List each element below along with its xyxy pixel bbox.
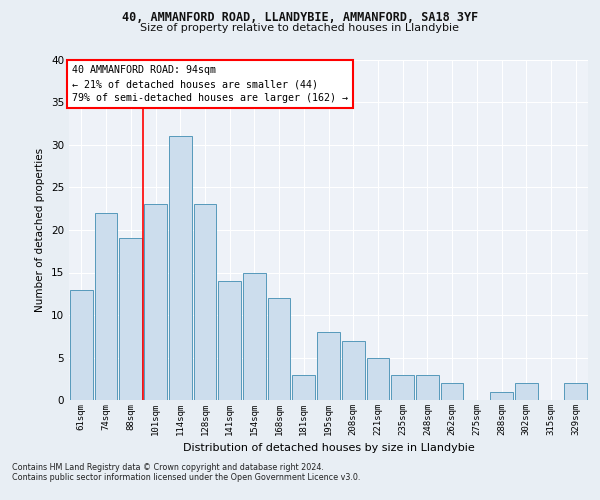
- Bar: [342, 340, 365, 400]
- Bar: [416, 374, 439, 400]
- Text: 40 AMMANFORD ROAD: 94sqm
← 21% of detached houses are smaller (44)
79% of semi-d: 40 AMMANFORD ROAD: 94sqm ← 21% of detach…: [71, 65, 347, 103]
- Bar: [490, 392, 513, 400]
- Bar: [292, 374, 315, 400]
- Bar: [119, 238, 142, 400]
- Text: Contains HM Land Registry data © Crown copyright and database right 2024.: Contains HM Land Registry data © Crown c…: [12, 462, 324, 471]
- Bar: [144, 204, 167, 400]
- Bar: [564, 383, 587, 400]
- Bar: [317, 332, 340, 400]
- Y-axis label: Number of detached properties: Number of detached properties: [35, 148, 46, 312]
- Bar: [169, 136, 191, 400]
- Text: Contains public sector information licensed under the Open Government Licence v3: Contains public sector information licen…: [12, 472, 361, 482]
- Bar: [70, 290, 93, 400]
- Bar: [268, 298, 290, 400]
- Bar: [95, 213, 118, 400]
- Bar: [367, 358, 389, 400]
- Bar: [515, 383, 538, 400]
- Bar: [391, 374, 414, 400]
- Bar: [441, 383, 463, 400]
- Text: Size of property relative to detached houses in Llandybie: Size of property relative to detached ho…: [140, 23, 460, 33]
- Bar: [218, 281, 241, 400]
- Bar: [243, 272, 266, 400]
- Text: 40, AMMANFORD ROAD, LLANDYBIE, AMMANFORD, SA18 3YF: 40, AMMANFORD ROAD, LLANDYBIE, AMMANFORD…: [122, 11, 478, 24]
- X-axis label: Distribution of detached houses by size in Llandybie: Distribution of detached houses by size …: [182, 444, 475, 454]
- Bar: [194, 204, 216, 400]
